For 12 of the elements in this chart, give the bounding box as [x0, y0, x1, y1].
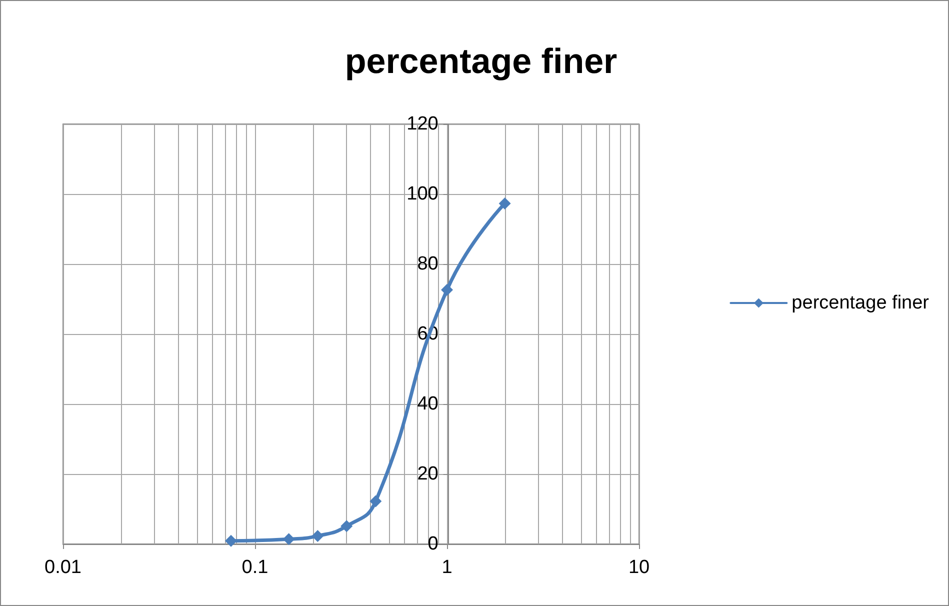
y-tick-label: 20	[417, 464, 438, 484]
y-tick-label: 40	[417, 394, 438, 414]
y-tick-label: 100	[406, 184, 438, 204]
y-tick-label: 80	[417, 254, 438, 274]
x-tick-label: 0.01	[44, 557, 82, 578]
y-tick-label: 0	[428, 534, 438, 554]
x-tick-label: 1	[442, 557, 452, 578]
legend-label: percentage finer	[792, 292, 930, 314]
x-tick-label: 10	[628, 557, 650, 578]
y-tick-label: 120	[406, 114, 438, 134]
chart-title: percentage finer	[344, 42, 618, 81]
x-tick-label: 0.1	[242, 557, 268, 578]
